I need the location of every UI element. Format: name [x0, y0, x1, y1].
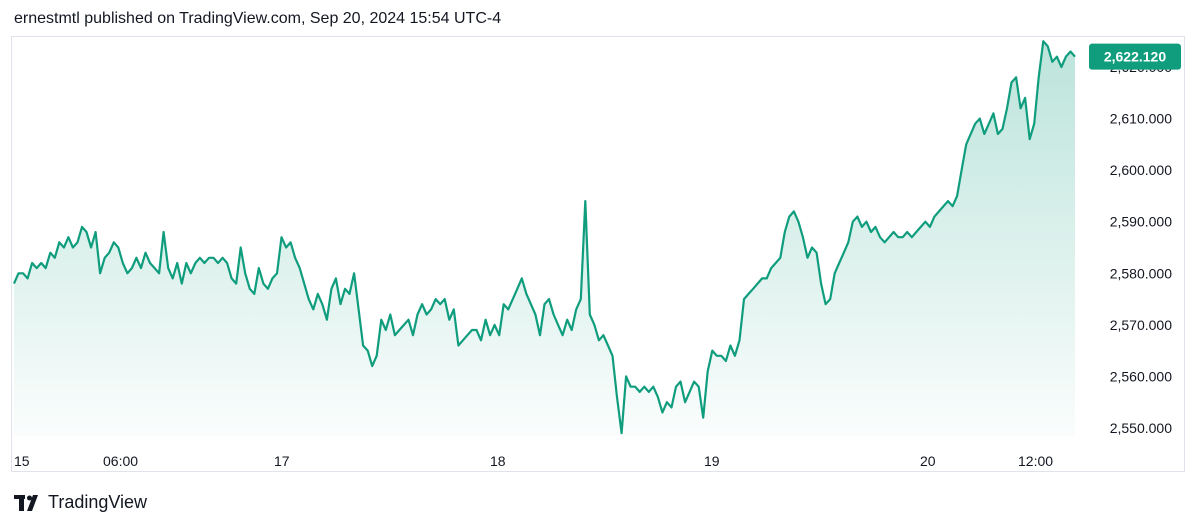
y-tick-label: 2,580.000: [1110, 265, 1172, 281]
last-price-label: 2,622.120: [1104, 49, 1166, 65]
last-price-tag-background: [1089, 43, 1181, 70]
price-area: [14, 41, 1075, 436]
footer-branding: TradingView: [14, 492, 147, 513]
x-tick-label: 12:00: [1018, 453, 1053, 469]
last-price-tag: 2,622.120: [1089, 43, 1181, 70]
x-axis: 15 06:00 17 18 19 20 12:00: [14, 453, 1053, 469]
y-axis: 2,550.000 2,560.000 2,570.000 2,580.000 2,59…: [1110, 59, 1172, 436]
x-tick-label: 18: [490, 453, 506, 469]
tradingview-brand: TradingView: [48, 492, 148, 512]
x-tick-label: 19: [704, 453, 720, 469]
tradingview-logo-icon: [14, 494, 38, 511]
x-tick-label: 15: [14, 453, 30, 469]
y-tick-label: 2,570.000: [1110, 317, 1172, 333]
publish-info: ernestmtl published on TradingView.com, …: [14, 10, 502, 27]
y-tick-label: 2,550.000: [1110, 420, 1172, 436]
x-tick-label: 06:00: [103, 453, 138, 469]
chart-frame: [11, 36, 1185, 472]
y-tick-label: 2,610.000: [1110, 111, 1172, 127]
y-tick-label: 2,590.000: [1110, 214, 1172, 230]
y-tick-label: 2,560.000: [1110, 368, 1172, 384]
x-tick-label: 20: [920, 453, 936, 469]
price-line: [12, 40, 1076, 435]
price-chart[interactable]: 2,550.000 2,560.000 2,570.000 2,580.000 2,59…: [0, 0, 1200, 480]
x-tick-label: 17: [274, 453, 290, 469]
y-tick-label: 2,600.000: [1110, 162, 1172, 178]
